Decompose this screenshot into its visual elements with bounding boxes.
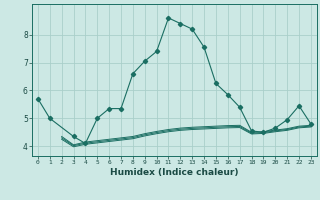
X-axis label: Humidex (Indice chaleur): Humidex (Indice chaleur) bbox=[110, 168, 239, 177]
